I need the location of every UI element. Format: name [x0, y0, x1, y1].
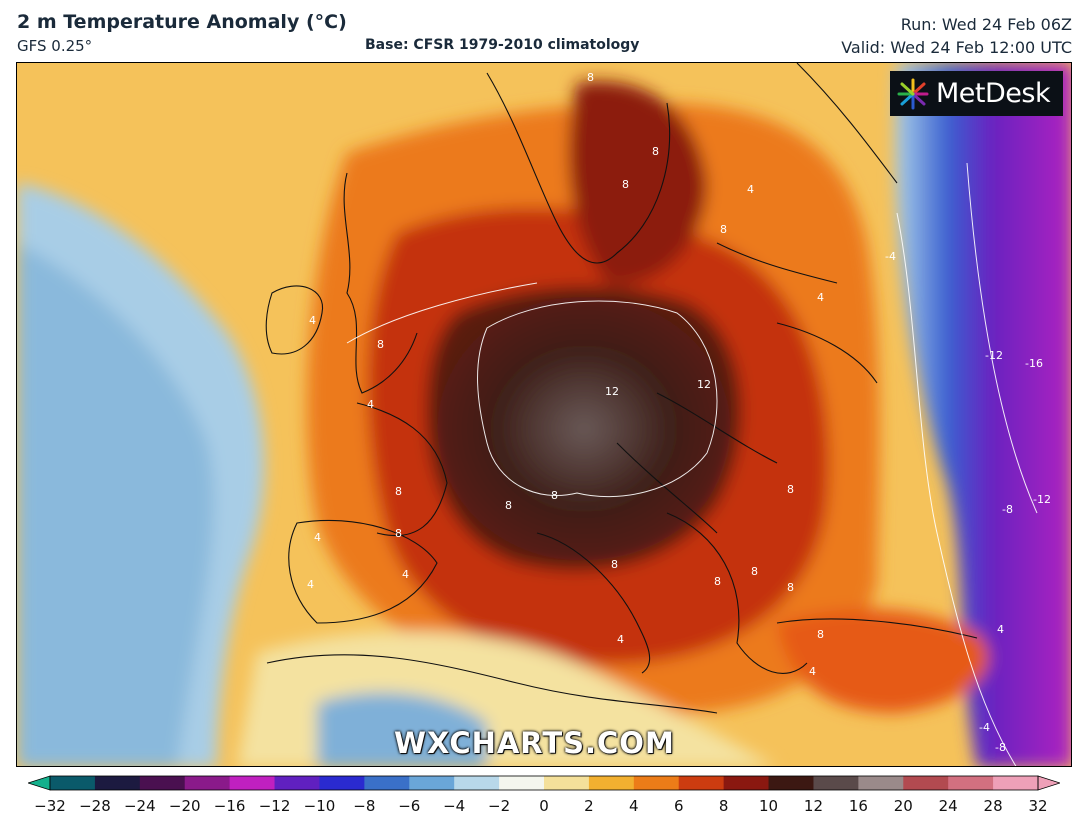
contour-label: 4: [617, 633, 624, 646]
contour-label: 8: [751, 565, 758, 578]
contour-label: 8: [551, 489, 558, 502]
colorbar-tick-label: 24: [938, 797, 958, 815]
colorbar-cell: [813, 776, 859, 790]
contour-label: 8: [611, 558, 618, 571]
colorbar-cell: [544, 776, 590, 790]
contour-label: 8: [787, 581, 794, 594]
contour-label: 8: [395, 527, 402, 540]
contour-label: -12: [1033, 493, 1051, 506]
colorbar-tick-label: 12: [803, 797, 823, 815]
contour-label: 4: [309, 314, 316, 327]
colorbar-cell: [768, 776, 814, 790]
contour-label: 8: [395, 485, 402, 498]
colorbar-extend-low: [28, 775, 51, 791]
starburst-icon: [897, 78, 929, 109]
colorbar-tick-label: 20: [893, 797, 913, 815]
contour-label: 4: [809, 665, 816, 678]
contour-label: 8: [587, 71, 594, 84]
colorbar-cell: [993, 776, 1039, 790]
colorbar-tick-label: −32: [34, 797, 66, 815]
colorbar-tick-label: −8: [353, 797, 376, 815]
anomaly-shading: [17, 63, 1071, 766]
contour-label: 8: [787, 483, 794, 496]
contour-label: 8: [817, 628, 824, 641]
colorbar-tick-label: −28: [79, 797, 111, 815]
contour-label: 4: [307, 578, 314, 591]
colorbar-tick-label: 4: [629, 797, 639, 815]
contour-lines: [346, 162, 1038, 766]
colorbar-cell: [678, 776, 725, 790]
colorbar-cell: [499, 776, 545, 790]
coastlines: [265, 63, 978, 714]
colorbar-cell: [94, 776, 141, 790]
colorbar-cell: [858, 776, 904, 790]
contour-label: 4: [367, 398, 374, 411]
metdesk-logo: MetDesk: [890, 71, 1063, 116]
contour-label: 8: [622, 178, 629, 191]
contour-label: 4: [997, 623, 1004, 636]
climatology-base: Base: CFSR 1979-2010 climatology: [365, 37, 640, 53]
contour-label: 8: [714, 575, 721, 588]
colorbar-cell: [364, 776, 410, 790]
colorbar-tick-label: 2: [584, 797, 594, 815]
colorbar-extend-high: [1037, 775, 1060, 791]
colorbar-tick-label: −20: [168, 797, 201, 815]
contour-label: -12: [985, 349, 1003, 362]
contour-label: -8: [995, 741, 1006, 754]
contour-label: 8: [377, 338, 384, 351]
colorbar-tick-label: −4: [443, 797, 466, 815]
colorbar-tick-label: −16: [213, 797, 246, 815]
anomaly-map: 8 8 8 4 4 8 4 8 4 12 12 8 8 8 8 8 8 8 8 …: [16, 62, 1072, 767]
contour-label: 4: [747, 183, 754, 196]
contour-label: -4: [885, 250, 896, 263]
colorbar-border: [49, 775, 1039, 791]
chart-title: 2 m Temperature Anomaly (°C): [17, 11, 347, 33]
colorbar-tick-label: 32: [1028, 797, 1048, 815]
colorbar-tick-label: 0: [539, 797, 549, 815]
logo-text: MetDesk: [936, 78, 1051, 109]
colorbar-cell: [409, 776, 455, 790]
run-time: Run: Wed 24 Feb 06Z: [900, 15, 1072, 34]
colorbar-cell: [184, 776, 231, 790]
contour-label: 8: [505, 499, 512, 512]
colorbar-cell: [454, 776, 500, 790]
colorbar-cell: [633, 776, 680, 790]
contour-label: 4: [402, 568, 409, 581]
colorbar-tick-label: −2: [488, 797, 511, 815]
colorbar-tick-label: −24: [123, 797, 156, 815]
colorbar-tick-label: −12: [258, 797, 291, 815]
contour-label: -4: [979, 721, 990, 734]
colorbar-tick-label: −10: [303, 797, 336, 815]
colorbar-cell: [948, 776, 994, 790]
model-name: GFS 0.25°: [17, 37, 93, 55]
colorbar: [28, 775, 1060, 791]
contour-label: 8: [652, 145, 659, 158]
watermark: WXCHARTS.COM: [394, 726, 675, 760]
colorbar-tick-label: 10: [758, 797, 779, 815]
contour-label: 12: [605, 385, 619, 398]
map-canvas: 8 8 8 4 4 8 4 8 4 12 12 8 8 8 8 8 8 8 8 …: [17, 63, 1071, 766]
colorbar-cell: [274, 776, 320, 790]
colorbar-tick-label: 6: [673, 797, 684, 815]
contour-label: -16: [1025, 357, 1043, 370]
contour-label: -8: [1002, 503, 1013, 516]
contour-label: 4: [314, 531, 321, 544]
colorbar-cell: [903, 776, 949, 790]
colorbar-cell: [139, 776, 186, 790]
colorbar-cell: [588, 776, 635, 790]
colorbar-cell: [723, 776, 770, 790]
contour-label: 12: [697, 378, 711, 391]
colorbar-tick-label: 28: [983, 797, 1003, 815]
contour-label: 8: [720, 223, 727, 236]
contour-label-group: 8 8 8 4 4 8 4 8 4 12 12 8 8 8 8 8 8 8 8 …: [307, 71, 1051, 754]
contour-label: 4: [817, 291, 824, 304]
colorbar-cell: [229, 776, 276, 790]
colorbar-tick-label: 8: [718, 797, 729, 815]
colorbar-cell: [319, 776, 365, 790]
valid-time: Valid: Wed 24 Feb 12:00 UTC: [841, 38, 1072, 57]
colorbar-tick-label: 16: [848, 797, 868, 815]
colorbar-cell: [50, 776, 96, 790]
colorbar-tick-label: −6: [398, 797, 421, 815]
